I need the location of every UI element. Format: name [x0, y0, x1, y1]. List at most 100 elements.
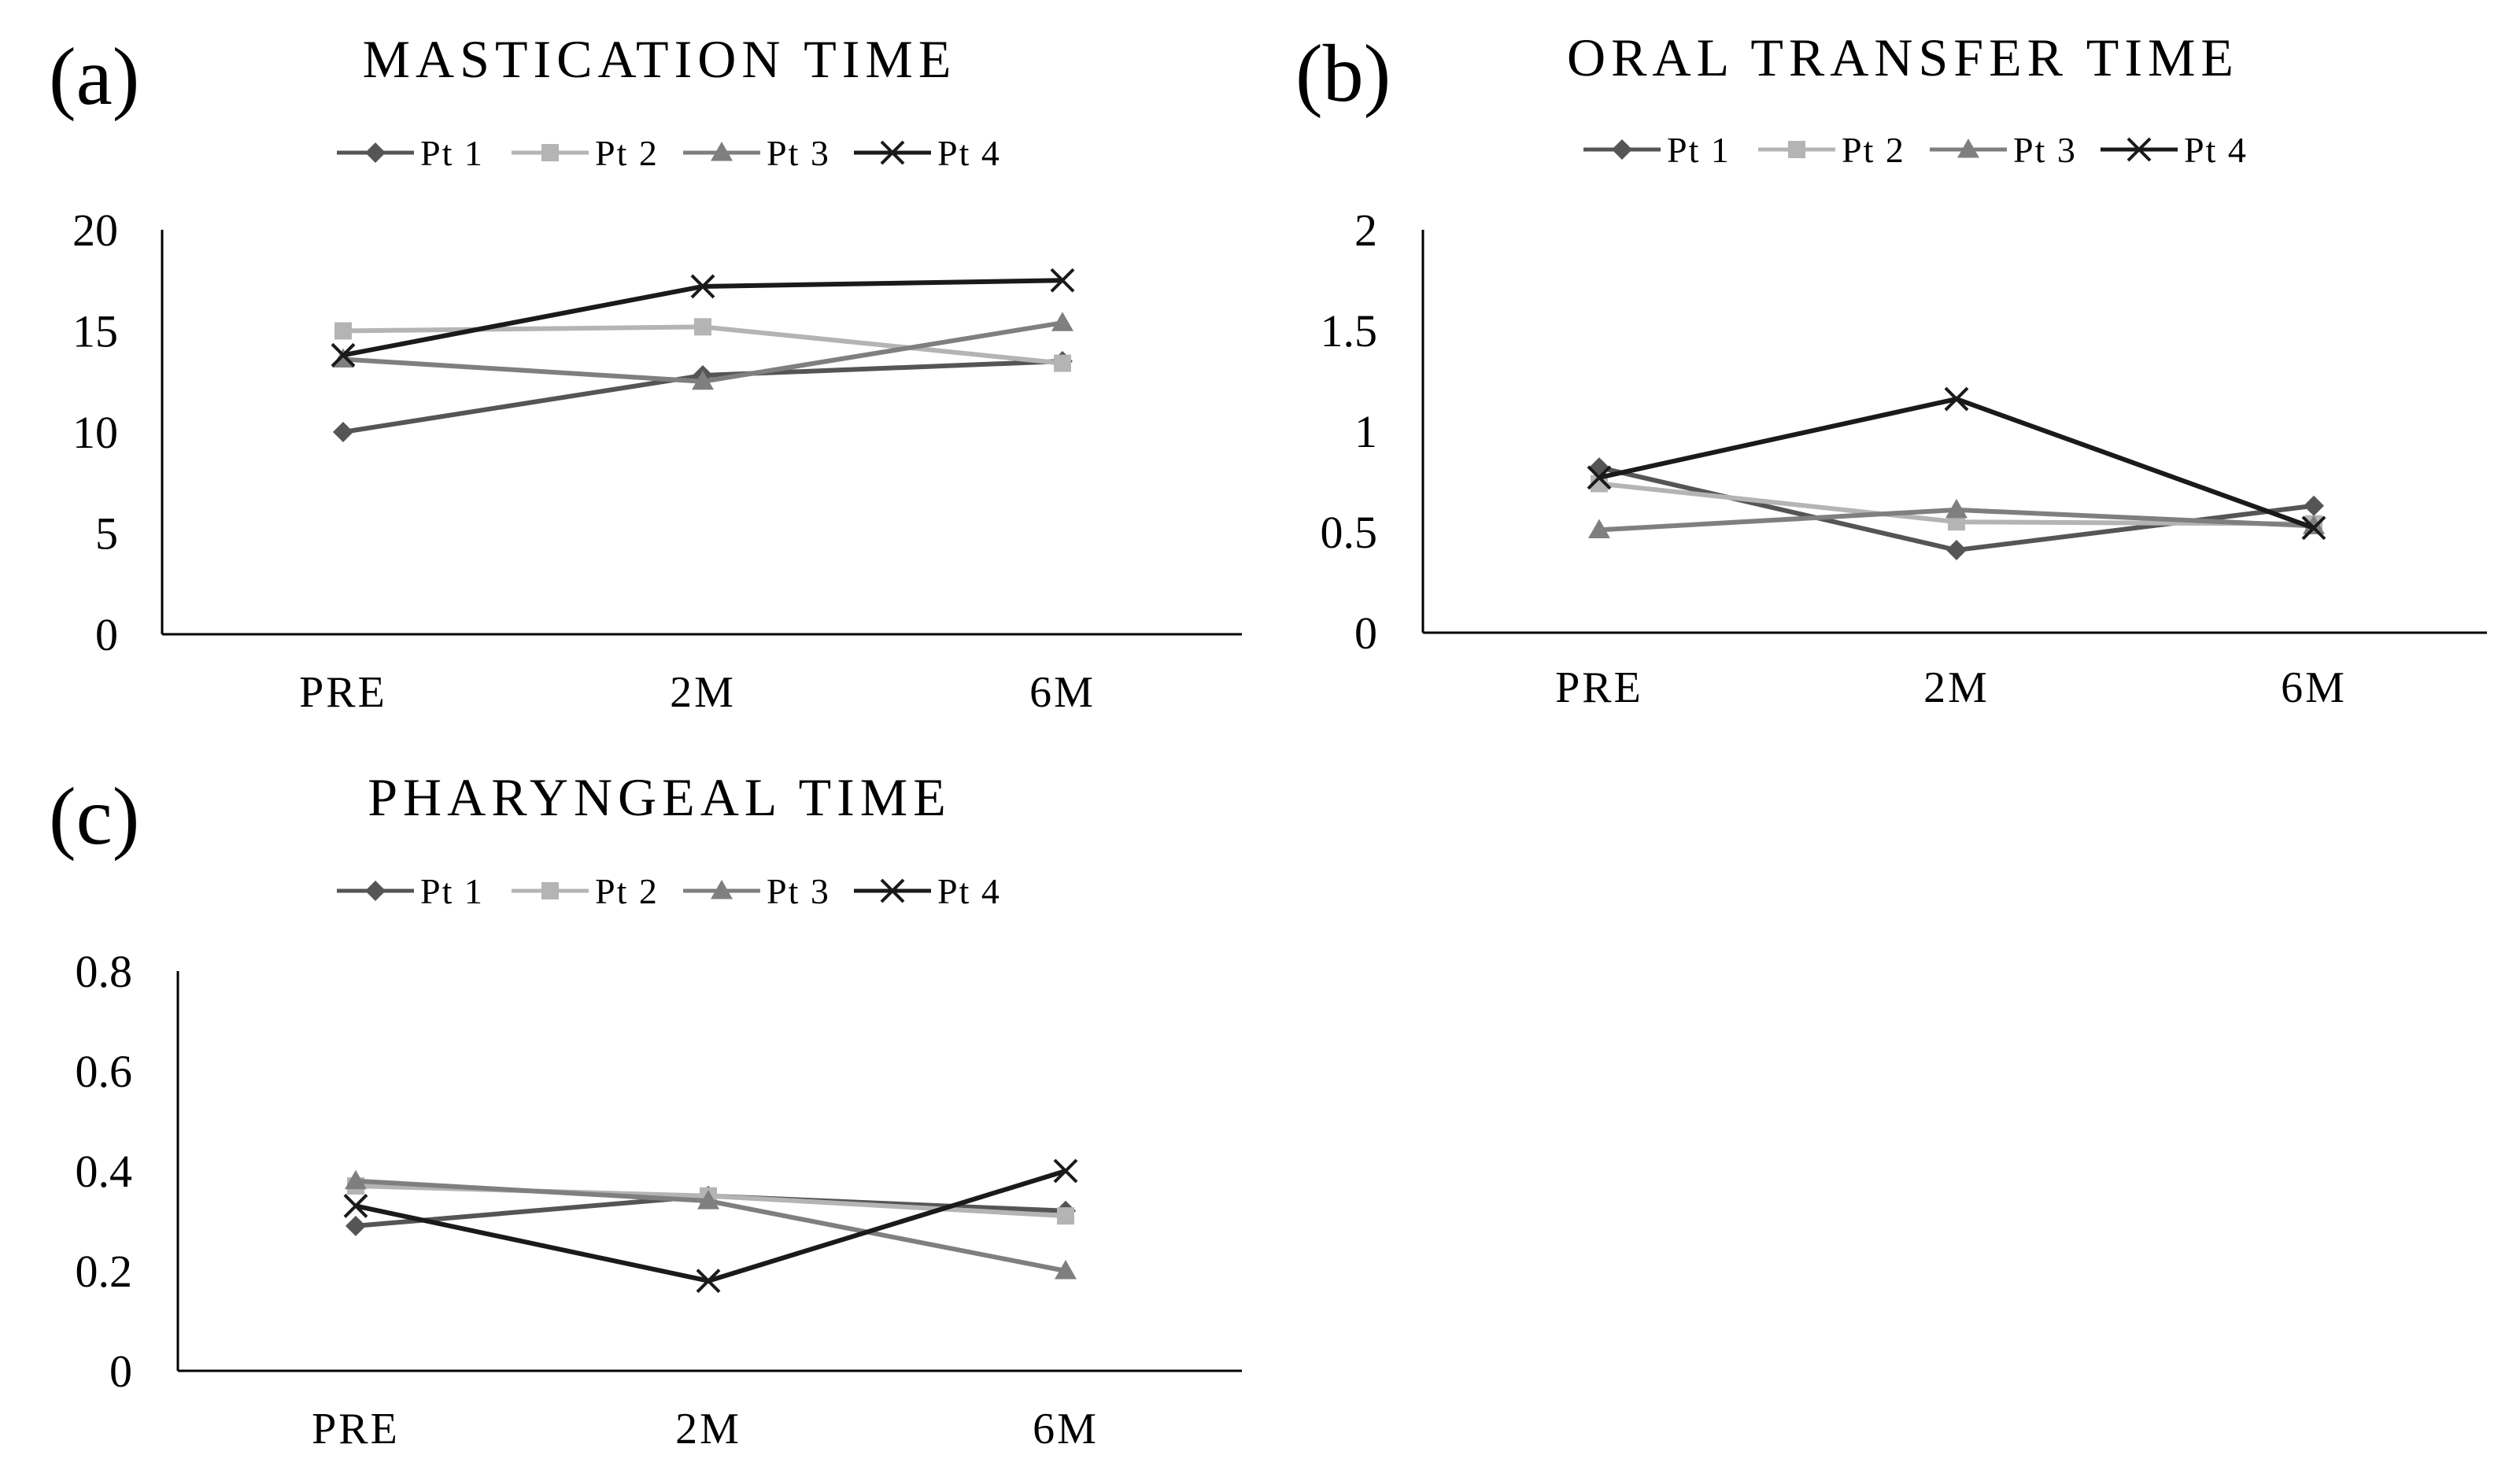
panel-b-oral-transfer-time: (b) ORAL TRANSFER TIME Pt 1 Pt 2 Pt 3 Pt 4 0 0.… [1295, 28, 2487, 712]
panel-label: (c) [49, 771, 139, 862]
series-pt2 [334, 318, 1071, 372]
data-point [345, 1215, 366, 1236]
y-tick-label: 10 [72, 407, 118, 458]
data-point [1588, 519, 1610, 538]
legend-pt4: Pt 4 [854, 871, 1001, 911]
legend-label: Pt 4 [937, 133, 1001, 173]
data-point [692, 370, 714, 390]
legend-label: Pt 3 [767, 871, 830, 911]
legend-pt3: Pt 3 [683, 871, 830, 911]
data-point [2304, 495, 2324, 516]
x-category-label: 2M [675, 1405, 741, 1453]
series-pt3 [345, 1169, 1077, 1280]
legend-label: Pt 4 [937, 871, 1001, 911]
series-pt4 [331, 268, 1075, 367]
y-tick-label: 2 [1354, 205, 1377, 256]
legend-pt2: Pt 2 [1758, 130, 1905, 170]
y-tick-label: 0 [95, 609, 118, 660]
y-tick-label: 0.8 [76, 946, 133, 997]
y-tick-label: 0.4 [76, 1146, 133, 1197]
data-point [345, 1169, 367, 1190]
panel-label: (b) [1295, 28, 1391, 119]
data-point [1053, 1158, 1078, 1184]
legend-marker-triangle [1957, 138, 1979, 158]
legend-marker-triangle [711, 142, 733, 161]
legend-pt2: Pt 2 [512, 133, 659, 173]
data-point [333, 422, 353, 442]
data-point [1944, 386, 1969, 412]
legend-label: Pt 1 [420, 871, 484, 911]
legend-label: Pt 3 [2013, 130, 2077, 170]
legend-label: Pt 3 [767, 133, 830, 173]
legend-marker-x [2126, 137, 2152, 162]
chart-title: ORAL TRANSFER TIME [1567, 28, 2239, 87]
legend-pt1: Pt 1 [337, 133, 484, 173]
legend-pt1: Pt 1 [1583, 130, 1731, 170]
data-point [2303, 515, 2325, 534]
legend-marker-square [1788, 141, 1805, 158]
legend-label: Pt 2 [595, 133, 659, 173]
series-pt4 [343, 1158, 1078, 1294]
legend-pt4: Pt 4 [854, 133, 1001, 173]
data-point [1946, 540, 1967, 561]
legend-label: Pt 1 [1667, 130, 1731, 170]
y-tick-label: 1 [1354, 406, 1377, 457]
data-point [343, 1194, 368, 1218]
panel-a-mastication-time: (a) MASTICATION TIME Pt 1 Pt 2 Pt 3 Pt 4 0 5 10 1… [49, 29, 1242, 717]
chart-title: MASTICATION TIME [363, 29, 957, 89]
x-category-label: PRE [1555, 663, 1643, 712]
data-point [1054, 354, 1071, 372]
legend-marker-x [880, 878, 905, 903]
x-category-label: 6M [1033, 1405, 1099, 1453]
chart-title: PHARYNGEAL TIME [368, 767, 951, 827]
legend-label: Pt 4 [2184, 130, 2248, 170]
data-point [2301, 515, 2326, 541]
data-point [1051, 312, 1073, 331]
x-category-label: 6M [2281, 663, 2347, 712]
data-point [1050, 268, 1075, 293]
legend-pt4: Pt 4 [2101, 130, 2248, 170]
legend-marker-diamond [365, 142, 386, 163]
series-pt4 [1587, 386, 2326, 541]
data-point [694, 318, 711, 336]
y-tick-label: 20 [72, 205, 118, 256]
legend-label: Pt 2 [595, 871, 659, 911]
legend-marker-diamond [365, 881, 386, 901]
y-tick-label: 0.5 [1321, 507, 1378, 558]
y-tick-label: 0 [109, 1346, 132, 1397]
x-category-label: PRE [299, 668, 387, 717]
legend-label: Pt 1 [420, 133, 484, 173]
data-point [690, 274, 715, 299]
legend-marker-diamond [1612, 139, 1632, 160]
data-point [1591, 475, 1608, 493]
y-tick-label: 0.6 [76, 1046, 133, 1097]
panel-label: (a) [49, 31, 139, 122]
data-point [334, 322, 352, 340]
data-point [696, 1269, 721, 1294]
x-category-label: 6M [1029, 668, 1096, 717]
data-point [331, 342, 356, 367]
series-line [342, 278, 1063, 358]
y-tick-label: 5 [95, 508, 118, 560]
y-tick-label: 15 [72, 306, 118, 357]
y-tick-label: 0 [1354, 608, 1377, 659]
data-point [1945, 498, 1968, 519]
y-tick-label: 1.5 [1321, 305, 1378, 356]
panel-c-pharyngeal-time: (c) PHARYNGEAL TIME Pt 1 Pt 2 Pt 3 Pt 4 0 0.2 0.… [49, 767, 1242, 1453]
x-category-label: 2M [1923, 663, 1990, 712]
data-point [1587, 465, 1612, 490]
series-pt3 [1588, 498, 2325, 538]
data-point [1055, 1260, 1077, 1280]
legend-pt2: Pt 2 [512, 871, 659, 911]
legend-marker-square [541, 144, 559, 161]
y-tick-label: 0.2 [76, 1246, 133, 1297]
x-category-label: PRE [312, 1405, 400, 1453]
data-point [697, 1190, 719, 1210]
legend-marker-square [541, 882, 559, 899]
legend-label: Pt 2 [1842, 130, 1905, 170]
legend-pt1: Pt 1 [337, 871, 484, 911]
legend-pt3: Pt 3 [1930, 130, 2077, 170]
data-point [1057, 1207, 1074, 1225]
legend-marker-x [880, 140, 905, 165]
